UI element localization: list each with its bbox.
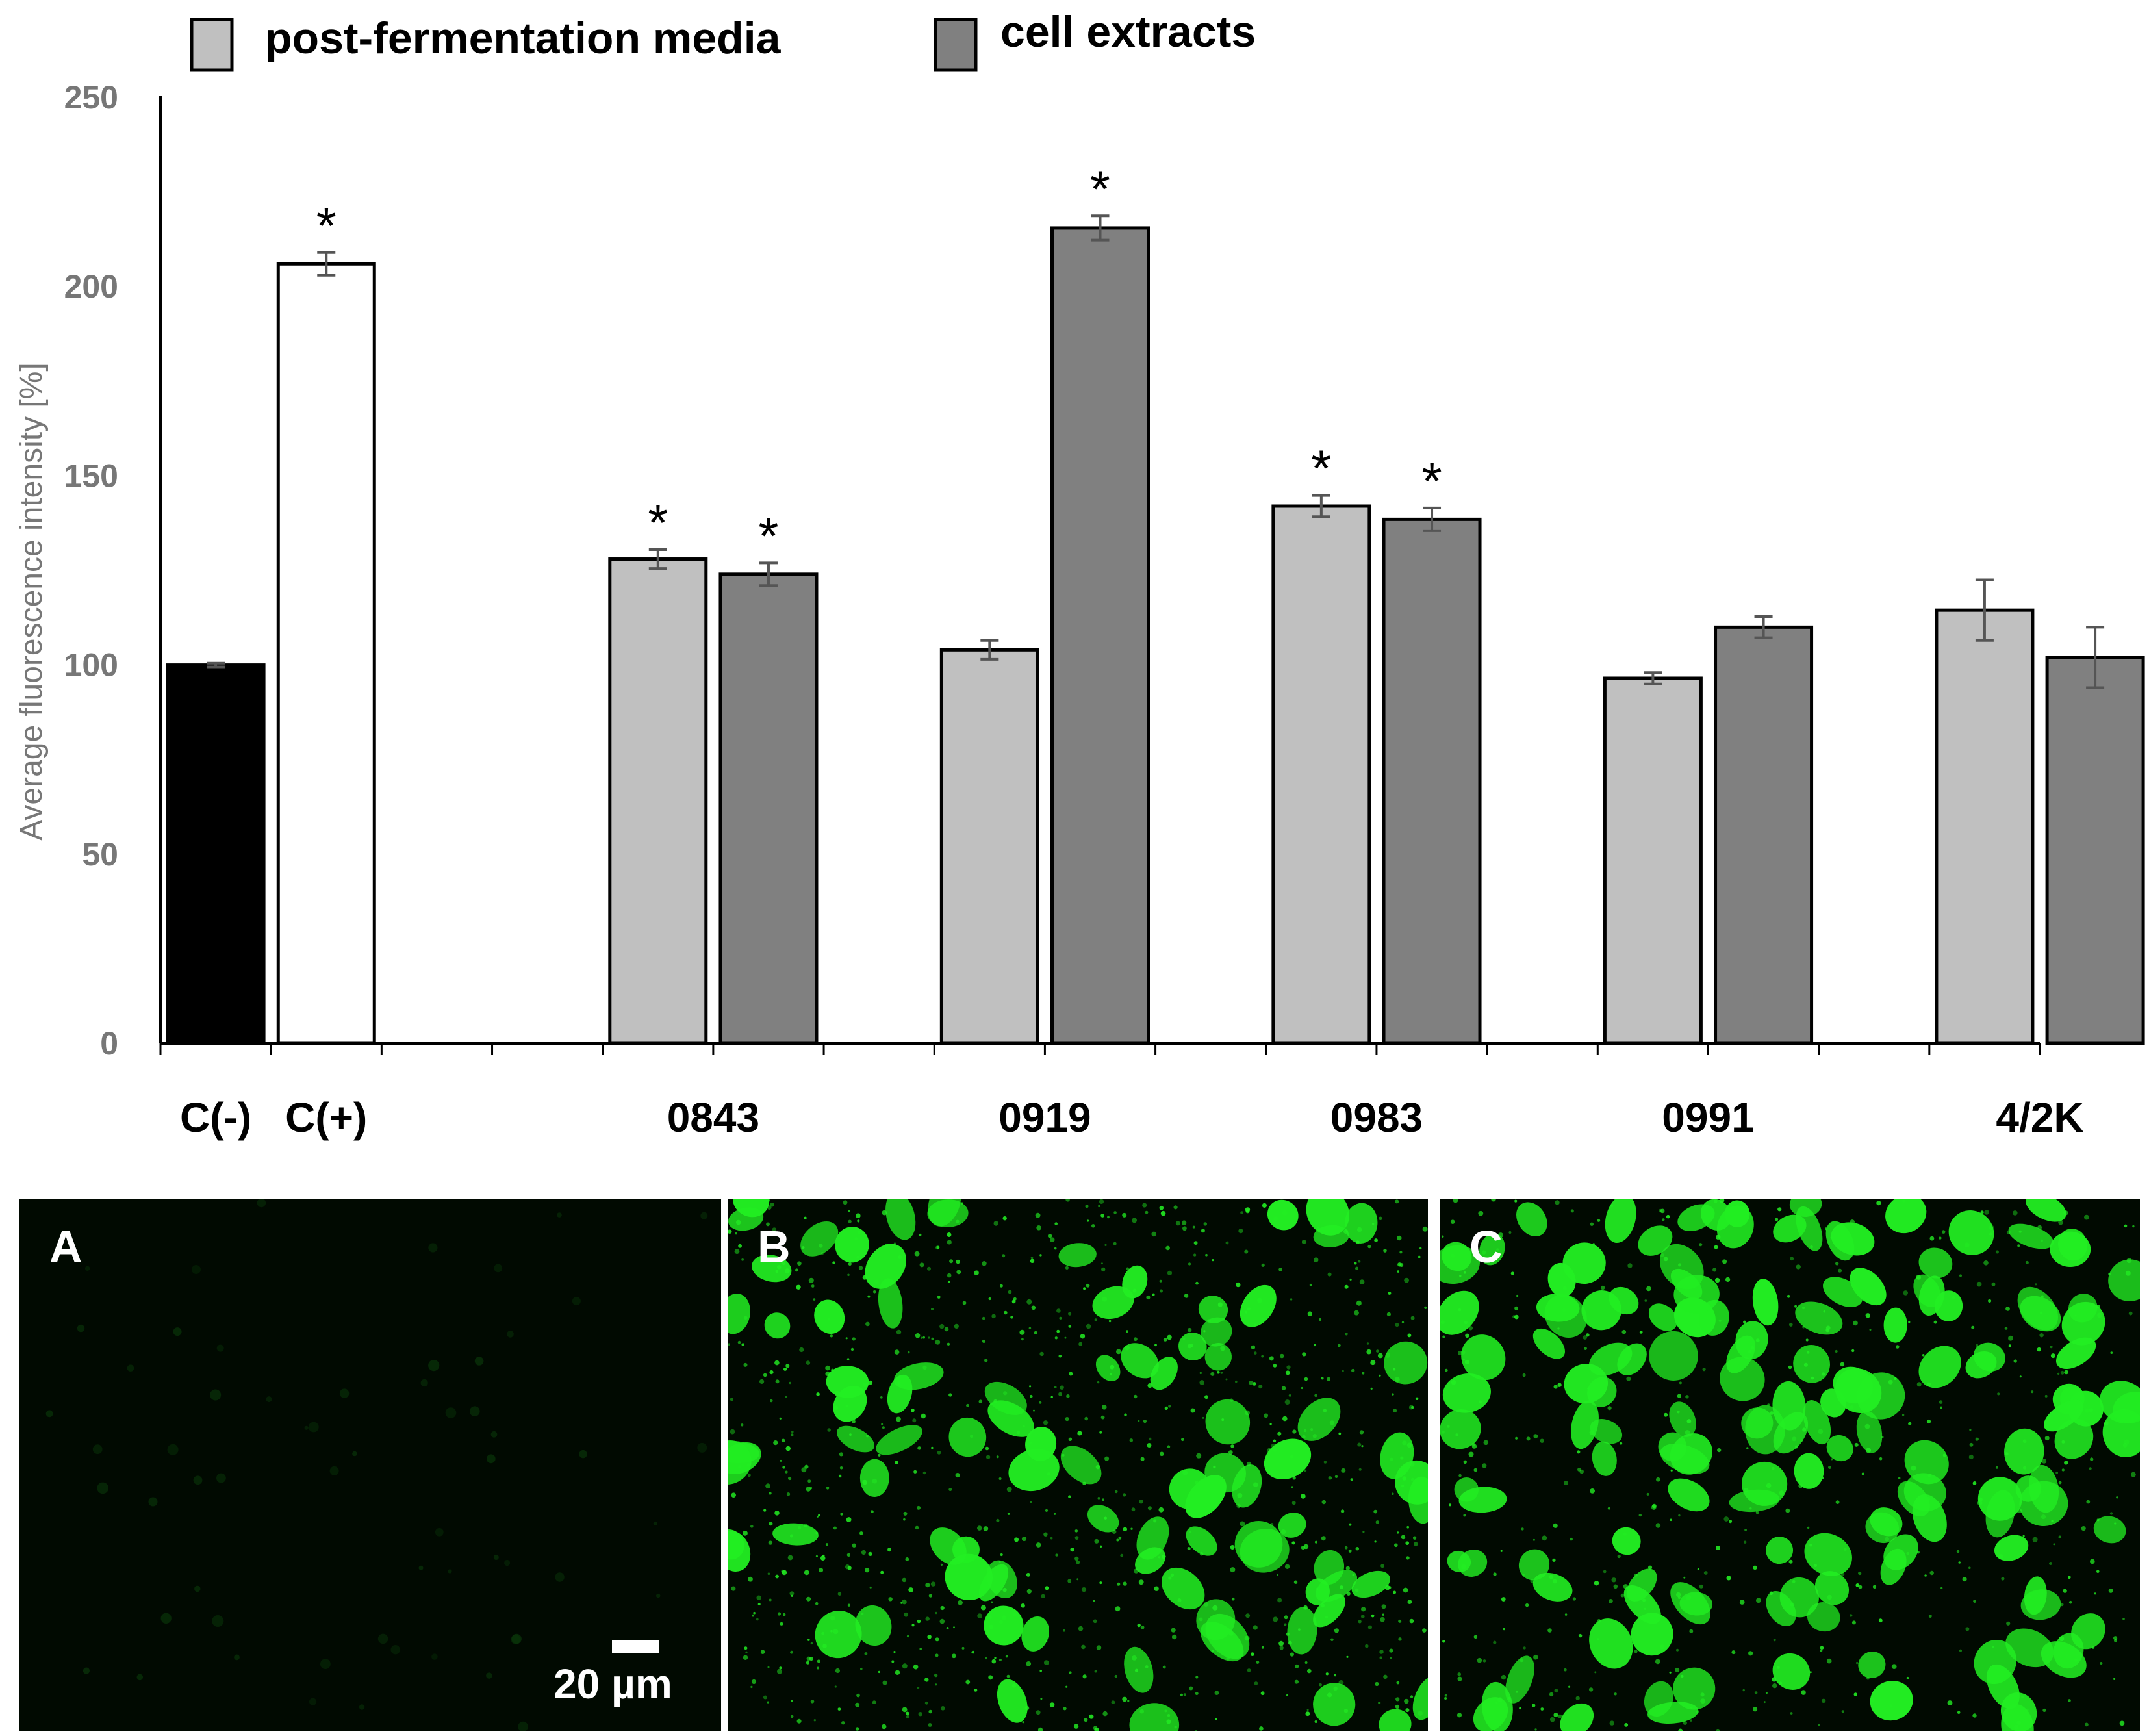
y-tick-label: 0 [100, 1025, 118, 1062]
legend-label: cell extracts [1000, 7, 1256, 57]
y-tick-label: 200 [64, 268, 118, 305]
y-tick-label: 250 [64, 79, 118, 116]
data-bar [1935, 608, 2035, 1045]
control-bar [166, 663, 266, 1045]
bar-chart: post-fermentation media cell extracts Ave… [14, 7, 2145, 1141]
significance-marker: * [1090, 160, 1110, 218]
y-tick-label: 150 [64, 457, 118, 494]
significance-marker: * [758, 507, 778, 565]
legend: post-fermentation media cell extracts [190, 7, 1256, 72]
significance-marker: * [648, 494, 668, 552]
micrograph-panel-c: C [1440, 1199, 2140, 1731]
panel-label-b: B [757, 1221, 791, 1272]
data-bar [1714, 625, 1814, 1045]
micrograph-image-c [1440, 1199, 2140, 1731]
legend-swatch [190, 18, 234, 72]
fluorescence-pattern [45, 1199, 708, 1731]
micrograph-image-a [45, 1199, 708, 1731]
micrograph-panel-a: A 20 µm [19, 1199, 721, 1731]
data-bar [2045, 656, 2145, 1045]
scale-bar-label: 20 µm [553, 1661, 672, 1707]
data-bar [1271, 504, 1371, 1045]
data-bar [1382, 517, 1482, 1045]
y-tick-label: 50 [82, 836, 118, 873]
data-bar [608, 557, 708, 1045]
fluorescence-pattern [1440, 1199, 2140, 1731]
y-tick-label: 100 [64, 647, 118, 683]
legend-swatch [934, 18, 978, 72]
x-tick-label: 0991 [1662, 1094, 1754, 1141]
fluorescence-pattern [728, 1199, 1428, 1731]
x-tick-label: 0919 [998, 1094, 1091, 1141]
control-bar [276, 262, 376, 1045]
scale-bar [612, 1640, 659, 1653]
data-bar [1050, 226, 1150, 1045]
y-axis-label: Average fluorescence intensity [%] [14, 363, 49, 841]
x-tick-label: 0983 [1330, 1094, 1423, 1141]
significance-marker: * [1421, 452, 1442, 510]
panel-label-c: C [1469, 1221, 1503, 1272]
data-bar [1603, 676, 1703, 1045]
x-tick-label: C(+) [285, 1094, 367, 1141]
legend-label: post-fermentation media [265, 14, 782, 63]
micrograph-panel-b: B [728, 1199, 1428, 1731]
plot-area: C(-) * C(+) * * 0843 * 0919 * * 0983 0991 4/2K [159, 160, 2145, 1141]
x-tick-label: C(-) [180, 1094, 251, 1141]
significance-marker: * [1311, 440, 1331, 498]
panel-label-a: A [49, 1221, 83, 1272]
significance-marker: * [316, 197, 337, 255]
y-axis: Average fluorescence intensity [%] 0 50 10… [14, 79, 162, 1062]
x-tick-label: 0843 [667, 1094, 759, 1141]
data-bar [939, 648, 1039, 1045]
x-tick-label: 4/2K [1996, 1094, 2083, 1141]
data-bar [718, 572, 819, 1045]
micrograph-image-b [728, 1199, 1428, 1731]
